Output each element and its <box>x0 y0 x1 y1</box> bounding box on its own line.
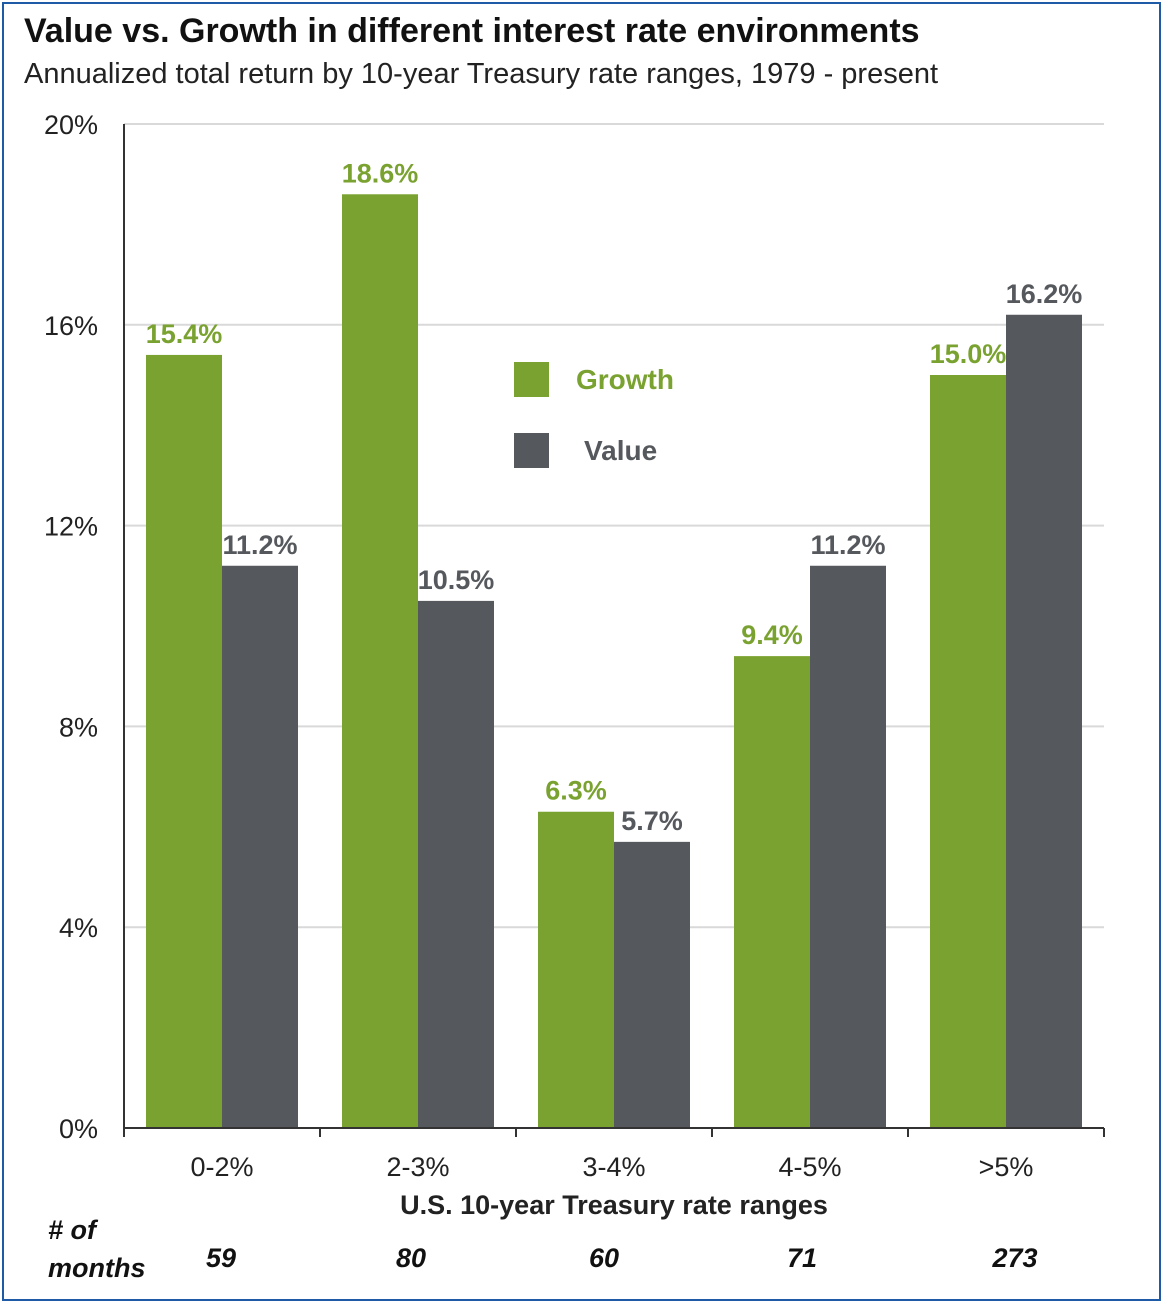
x-tick-label: 0-2% <box>190 1152 253 1182</box>
data-label-value-4: 16.2% <box>1006 279 1083 309</box>
data-labels: 15.4% 11.2% 18.6% 10.5% 6.3% 5.7% 9.4% 11.2% 15.… <box>146 158 1083 836</box>
x-tick-label: 3-4% <box>582 1152 645 1182</box>
data-label-growth-2: 6.3% <box>545 776 607 806</box>
data-label-value-2: 5.7% <box>621 806 683 836</box>
x-tick-label: >5% <box>979 1152 1034 1182</box>
data-label-growth-1: 18.6% <box>342 158 419 188</box>
months-value: 80 <box>396 1243 426 1273</box>
months-value: 60 <box>589 1243 619 1273</box>
y-tick-label: 8% <box>59 712 98 742</box>
x-axis-label: U.S. 10-year Treasury rate ranges <box>400 1190 828 1220</box>
months-value: 71 <box>787 1243 817 1273</box>
legend-label-value: Value <box>584 435 657 466</box>
y-tick-label: 0% <box>59 1114 98 1144</box>
y-axis-ticks: 0% 4% 8% 12% 16% 20% <box>44 110 98 1144</box>
chart-title: Value vs. Growth in different interest r… <box>24 12 920 50</box>
legend-swatch-value <box>514 433 549 468</box>
data-label-growth-0: 15.4% <box>146 319 223 349</box>
bar-value-0 <box>222 565 298 1128</box>
months-value: 59 <box>206 1243 236 1273</box>
bar-growth-1 <box>342 194 418 1128</box>
y-tick-label: 4% <box>59 913 98 943</box>
bar-value-4 <box>1006 314 1082 1128</box>
bar-growth-2 <box>538 811 614 1128</box>
bar-growth-0 <box>146 354 222 1128</box>
bar-value-2 <box>614 841 690 1128</box>
bar-value-1 <box>418 600 494 1128</box>
bar-growth-3 <box>734 656 810 1128</box>
data-label-value-1: 10.5% <box>418 565 495 595</box>
x-tick-label: 2-3% <box>386 1152 449 1182</box>
y-tick-label: 16% <box>44 311 98 341</box>
x-axis-ticks: 0-2% 2-3% 3-4% 4-5% >5% <box>190 1152 1033 1182</box>
legend-swatch-growth <box>514 362 549 397</box>
bars <box>146 194 1082 1128</box>
data-label-growth-3: 9.4% <box>741 620 803 650</box>
x-tick-label: 4-5% <box>778 1152 841 1182</box>
axes <box>123 124 1105 1137</box>
y-tick-label: 12% <box>44 512 98 542</box>
data-label-value-0: 11.2% <box>222 530 297 560</box>
data-label-growth-4: 15.0% <box>930 339 1007 369</box>
data-label-value-3: 11.2% <box>810 530 885 560</box>
bar-growth-4 <box>930 375 1006 1128</box>
months-header-line1: # of <box>48 1215 99 1245</box>
legend: Growth Value <box>514 362 674 468</box>
months-value: 273 <box>991 1243 1037 1273</box>
chart-subtitle: Annualized total return by 10-year Treas… <box>24 58 939 90</box>
bar-value-3 <box>810 565 886 1128</box>
months-row: # of months 59 80 60 71 273 <box>48 1215 1038 1283</box>
y-tick-label: 20% <box>44 110 98 140</box>
legend-label-growth: Growth <box>576 364 674 395</box>
months-header-line2: months <box>48 1253 146 1283</box>
